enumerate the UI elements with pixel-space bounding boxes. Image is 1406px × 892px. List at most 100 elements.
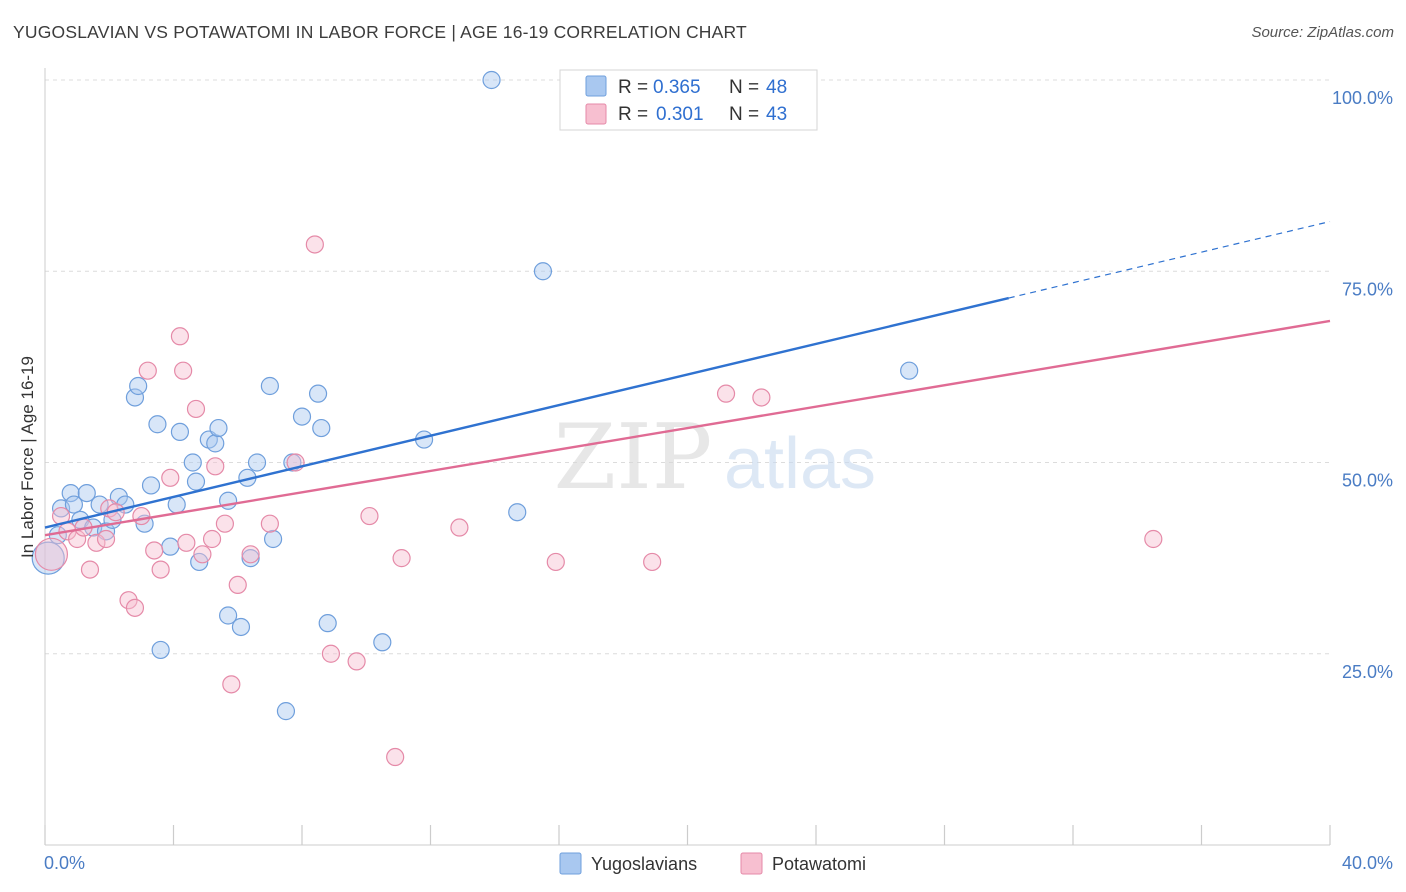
point-potawatomi-29 [321, 644, 341, 663]
point-potawatomi-12 [138, 361, 157, 380]
point-yugoslavian-47 [900, 361, 919, 380]
point-potawatomi-37 [716, 384, 736, 403]
point-yugoslavian-44 [508, 503, 527, 522]
bottom-legend-swatch-potawatomi [740, 852, 763, 875]
bottom-legend-swatch-yugoslavian [559, 852, 582, 875]
point-yugoslavian-31 [247, 453, 267, 472]
point-potawatomi-31 [360, 506, 379, 526]
point-potawatomi-0 [34, 537, 69, 571]
point-potawatomi-35 [546, 552, 565, 572]
point-potawatomi-10 [125, 598, 145, 617]
trend-lines [44, 220, 1331, 537]
point-yugoslavian-39 [312, 418, 331, 438]
point-potawatomi-28 [305, 235, 324, 254]
point-potawatomi-25 [228, 575, 247, 595]
point-potawatomi-14 [151, 560, 170, 579]
point-yugoslavian-45 [533, 262, 553, 281]
point-potawatomi-15 [161, 468, 180, 487]
y-tick-label-2: 50.0% [1342, 471, 1393, 491]
point-potawatomi-36 [643, 552, 662, 572]
point-potawatomi-21 [202, 529, 222, 549]
y-tick-label-0: 100.0% [1332, 88, 1393, 108]
point-potawatomi-19 [186, 399, 206, 419]
point-yugoslavian-8 [90, 495, 109, 514]
axes [44, 68, 1331, 846]
point-yugoslavian-26 [209, 418, 228, 438]
point-yugoslavian-32 [241, 549, 260, 568]
point-yugoslavian-6 [77, 484, 96, 503]
point-yugoslavian-3 [61, 484, 80, 503]
legend-n-value-2: 43 [766, 104, 787, 125]
point-potawatomi-42 [96, 529, 116, 549]
point-potawatomi-16 [170, 327, 190, 346]
point-yugoslavian-37 [292, 407, 312, 426]
point-potawatomi-38 [752, 388, 771, 407]
point-yugoslavian-21 [183, 453, 202, 472]
watermark: ZIP atlas [554, 405, 876, 510]
point-yugoslavian-4 [64, 495, 84, 514]
x-tick-labels: 0.0% 40.0% [44, 853, 1393, 873]
legend-r-label-1: R = [618, 77, 648, 98]
legend-n-value-1: 48 [766, 77, 787, 98]
point-yugoslavian-14 [129, 376, 148, 396]
point-potawatomi-20 [193, 545, 212, 564]
bottom-legend: Yugoslavians Potawatomi [559, 852, 866, 875]
point-potawatomi-18 [177, 533, 196, 552]
point-potawatomi-39 [1144, 529, 1163, 549]
legend-box: R = 0.365 N = 48 R = 0.301 N = 43 [559, 69, 818, 131]
legend-swatch-potawatomi [585, 103, 607, 125]
legend-r-value-2: 0.301 [656, 104, 704, 125]
legend-swatch-yugoslavian [585, 75, 607, 97]
point-yugoslavian-43 [482, 70, 501, 90]
y-tick-label-1: 75.0% [1342, 279, 1393, 299]
grid-lines [45, 79, 1330, 655]
chart-source: Source: ZipAtlas.com [1251, 24, 1394, 41]
point-potawatomi-26 [260, 514, 279, 533]
point-yugoslavian-18 [161, 537, 180, 556]
bottom-legend-label-yugoslavian: Yugoslavians [591, 854, 697, 874]
point-yugoslavian-13 [125, 388, 145, 407]
point-potawatomi-30 [347, 652, 366, 671]
point-yugoslavian-16 [141, 476, 161, 495]
legend-n-label-1: N = [729, 77, 759, 98]
point-potawatomi-41 [241, 545, 260, 564]
point-yugoslavian-33 [260, 376, 279, 396]
x-tick-label-1: 40.0% [1342, 853, 1393, 873]
point-potawatomi-22 [206, 457, 225, 476]
point-yugoslavian-40 [318, 614, 337, 633]
point-potawatomi-6 [87, 533, 106, 552]
point-yugoslavian-20 [170, 422, 190, 441]
point-potawatomi-11 [132, 506, 151, 526]
point-yugoslavian-34 [263, 529, 283, 549]
legend-r-label-2: R = [618, 104, 648, 125]
bottom-legend-label-potawatomi: Potawatomi [772, 854, 866, 874]
point-yugoslavian-38 [308, 384, 328, 403]
point-potawatomi-13 [145, 541, 164, 560]
chart-title: YUGOSLAVIAN VS POTAWATOMI IN LABOR FORCE… [13, 22, 747, 42]
y-tick-labels: 100.0% 75.0% 50.0% 25.0% [1332, 88, 1393, 682]
y-tick-label-3: 25.0% [1342, 662, 1393, 682]
point-yugoslavian-17 [148, 415, 167, 434]
watermark-zip: ZIP [554, 405, 713, 510]
x-tick-label-0: 0.0% [44, 853, 85, 873]
legend-n-label-2: N = [729, 104, 759, 125]
point-yugoslavian-28 [219, 606, 238, 625]
point-yugoslavian-22 [186, 472, 206, 491]
point-yugoslavian-41 [373, 633, 392, 652]
watermark-atlas: atlas [724, 424, 876, 504]
trend-line-yugoslavian [44, 296, 1010, 529]
legend-r-value-1: 0.365 [653, 77, 701, 98]
point-potawatomi-33 [392, 549, 411, 568]
trend-line-potawatomi [44, 319, 1331, 537]
point-potawatomi-24 [222, 675, 241, 694]
y-axis-label: In Labor Force | Age 16-19 [18, 356, 37, 558]
point-potawatomi-17 [174, 361, 193, 380]
point-yugoslavian-25 [206, 434, 225, 453]
point-yugoslavian-46 [151, 640, 170, 660]
point-potawatomi-32 [386, 747, 405, 767]
point-potawatomi-34 [450, 518, 469, 537]
trend-extension-yugoslavian [1008, 220, 1331, 299]
point-yugoslavian-29 [231, 617, 251, 637]
point-potawatomi-5 [80, 560, 100, 579]
